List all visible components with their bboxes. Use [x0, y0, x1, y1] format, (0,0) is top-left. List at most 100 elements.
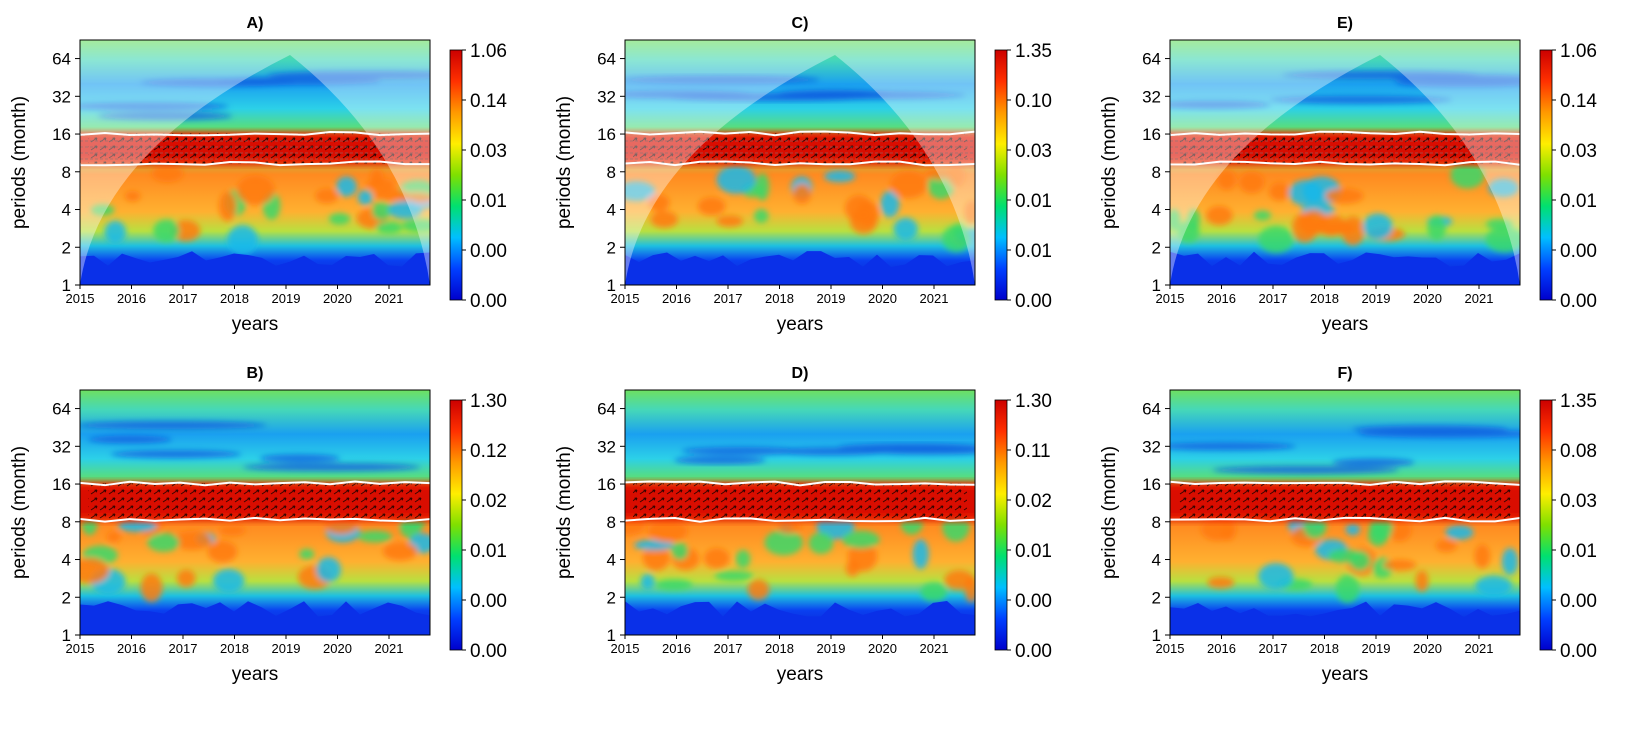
colorbar-label: 0.01 — [1015, 541, 1052, 562]
x-axis-label: years — [232, 314, 278, 335]
x-tick-label: 2021 — [920, 291, 949, 306]
colorbar-label: 1.35 — [1560, 391, 1597, 412]
y-tick-label: 32 — [52, 437, 71, 456]
y-tick-label: 64 — [52, 400, 71, 419]
x-tick-label: 2019 — [272, 291, 301, 306]
colorbar-label: 0.02 — [1015, 491, 1052, 512]
phase-arrows — [1178, 483, 1512, 520]
colorbar-label: 0.03 — [1560, 491, 1597, 512]
x-tick-label: 2020 — [323, 641, 352, 656]
x-tick-label: 2018 — [765, 291, 794, 306]
colorbar-gradient — [449, 399, 463, 651]
colorbar-label: 0.11 — [1015, 441, 1051, 462]
low-power-streaks — [1170, 425, 1520, 474]
y-tick-label: 1 — [607, 626, 616, 645]
low-period-region — [80, 251, 430, 285]
x-tick-label: 2016 — [662, 291, 691, 306]
phase-arrows — [633, 483, 967, 520]
colorbar-label: 0.01 — [1015, 241, 1052, 262]
y-tick-label: 16 — [597, 125, 616, 144]
y-tick-label: 2 — [607, 588, 616, 607]
colorbar-label: 0.14 — [470, 91, 507, 112]
colorbar-label: 0.01 — [1015, 191, 1052, 212]
panel-D: D) 1 2 4 8 16 32 64 periods (month) 2015 2016 2017 2… — [554, 365, 1052, 685]
significance-contour — [80, 130, 430, 167]
colorbar-gradient — [994, 49, 1008, 301]
colorbar-label: 0.01 — [1560, 541, 1597, 562]
mid-power-blobs — [90, 164, 430, 256]
y-tick-label: 1 — [62, 276, 71, 295]
plot-area-F — [1170, 390, 1520, 635]
y-tick-label: 8 — [62, 513, 71, 532]
panel-B: B) 1 2 4 8 16 32 64 periods (month) 2015 2016 2017 2… — [9, 365, 507, 685]
colorbar-label: 0.00 — [470, 291, 507, 312]
x-axis-label: years — [1322, 314, 1368, 335]
coi-hatch — [625, 135, 975, 162]
colorbar-gradient — [994, 399, 1008, 651]
colorbar-label: 0.00 — [470, 591, 507, 612]
plot-area-E — [1170, 40, 1520, 285]
x-tick-label: 2021 — [375, 291, 404, 306]
colorbar-label: 0.00 — [1560, 641, 1597, 662]
y-tick-label: 32 — [52, 87, 71, 106]
y-tick-label: 1 — [62, 626, 71, 645]
colorbar-label: 0.01 — [470, 541, 507, 562]
x-tick-label: 2016 — [1207, 291, 1236, 306]
plot-area-C — [625, 40, 975, 285]
y-tick-label: 64 — [52, 50, 71, 69]
x-tick-label: 2016 — [117, 291, 146, 306]
plot-area-B — [80, 390, 430, 635]
panel-C: C) 1 2 4 8 16 32 64 periods (month) 2015 2016 2017 2… — [554, 15, 1052, 335]
significance-contour — [1170, 480, 1520, 523]
y-tick-label: 64 — [1142, 50, 1161, 69]
x-tick-label: 2015 — [1156, 291, 1185, 306]
x-tick-label: 2018 — [765, 641, 794, 656]
panel-title: A) — [247, 15, 264, 32]
panel-title: C) — [792, 15, 809, 32]
x-tick-label: 2015 — [66, 641, 95, 656]
colorbar: 1.35 0.08 0.03 0.01 0.00 0.00 — [1539, 391, 1597, 662]
mid-power-blobs — [625, 164, 975, 252]
colorbar-label: 0.08 — [1560, 441, 1597, 462]
panel-F: F) 1 2 4 8 16 32 64 periods (month) 2015 2016 2017 2… — [1099, 365, 1597, 685]
low-power-streaks — [80, 71, 430, 121]
y-axis-label: periods (month) — [1099, 96, 1120, 229]
x-tick-label: 2017 — [714, 641, 743, 656]
y-tick-label: 2 — [62, 588, 71, 607]
colorbar-gradient — [449, 49, 463, 301]
x-tick-label: 2017 — [169, 291, 198, 306]
y-axis-label: periods (month) — [554, 446, 575, 579]
colorbar-label: 1.35 — [1015, 41, 1052, 62]
y-tick-label: 8 — [1152, 163, 1161, 182]
cone-of-influence — [80, 40, 430, 285]
colorbar-label: 0.01 — [470, 191, 507, 212]
x-tick-label: 2021 — [920, 641, 949, 656]
y-tick-label: 2 — [62, 238, 71, 257]
panel-title: E) — [1337, 15, 1353, 32]
plot-area-A — [80, 40, 430, 285]
low-period-region — [625, 251, 975, 285]
x-tick-label: 2020 — [868, 291, 897, 306]
coi-hatch — [80, 135, 430, 162]
plot-frame — [624, 389, 976, 636]
x-axis-label: years — [777, 314, 823, 335]
y-tick-label: 8 — [1152, 513, 1161, 532]
x-tick-label: 2018 — [1310, 291, 1339, 306]
y-tick-label: 16 — [52, 475, 71, 494]
y-tick-label: 8 — [62, 163, 71, 182]
plot-frame — [624, 39, 976, 286]
x-tick-label: 2020 — [1413, 291, 1442, 306]
y-tick-label: 1 — [1152, 276, 1161, 295]
colorbar-label: 0.00 — [1560, 291, 1597, 312]
y-tick-label: 2 — [607, 238, 616, 257]
x-tick-label: 2018 — [220, 641, 249, 656]
coi-hatch — [1170, 135, 1520, 162]
plot-frame — [79, 39, 431, 286]
plot-frame — [1169, 389, 1521, 636]
x-axis-label: years — [1322, 664, 1368, 685]
y-tick-label: 8 — [607, 513, 616, 532]
y-tick-label: 4 — [1152, 201, 1161, 220]
x-tick-label: 2015 — [66, 291, 95, 306]
x-tick-label: 2020 — [1413, 641, 1442, 656]
